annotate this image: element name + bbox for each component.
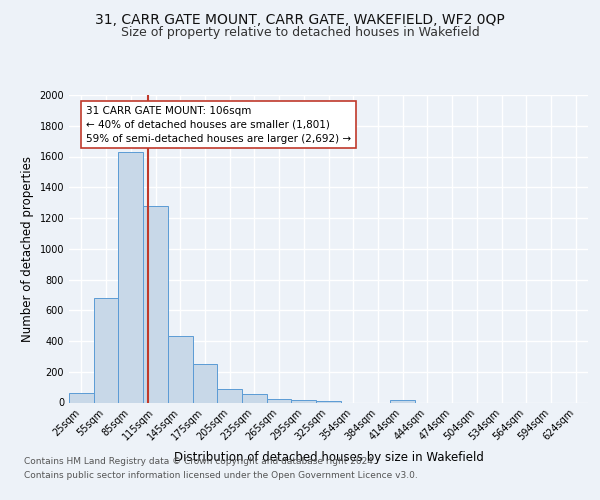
X-axis label: Distribution of detached houses by size in Wakefield: Distribution of detached houses by size … xyxy=(173,450,484,464)
Text: 31 CARR GATE MOUNT: 106sqm
← 40% of detached houses are smaller (1,801)
59% of s: 31 CARR GATE MOUNT: 106sqm ← 40% of deta… xyxy=(86,106,351,144)
Text: Size of property relative to detached houses in Wakefield: Size of property relative to detached ho… xyxy=(121,26,479,39)
Bar xyxy=(390,400,415,402)
Bar xyxy=(242,394,267,402)
Y-axis label: Number of detached properties: Number of detached properties xyxy=(21,156,34,342)
Bar xyxy=(143,206,168,402)
Bar xyxy=(292,400,316,402)
Bar xyxy=(193,364,217,403)
Text: Contains HM Land Registry data © Crown copyright and database right 2024.: Contains HM Land Registry data © Crown c… xyxy=(24,458,376,466)
Text: Contains public sector information licensed under the Open Government Licence v3: Contains public sector information licen… xyxy=(24,471,418,480)
Bar xyxy=(118,152,143,403)
Bar xyxy=(267,398,292,402)
Text: 31, CARR GATE MOUNT, CARR GATE, WAKEFIELD, WF2 0QP: 31, CARR GATE MOUNT, CARR GATE, WAKEFIEL… xyxy=(95,12,505,26)
Bar xyxy=(94,298,118,403)
Bar xyxy=(168,336,193,402)
Bar xyxy=(316,401,341,402)
Bar xyxy=(217,388,242,402)
Bar xyxy=(69,392,94,402)
